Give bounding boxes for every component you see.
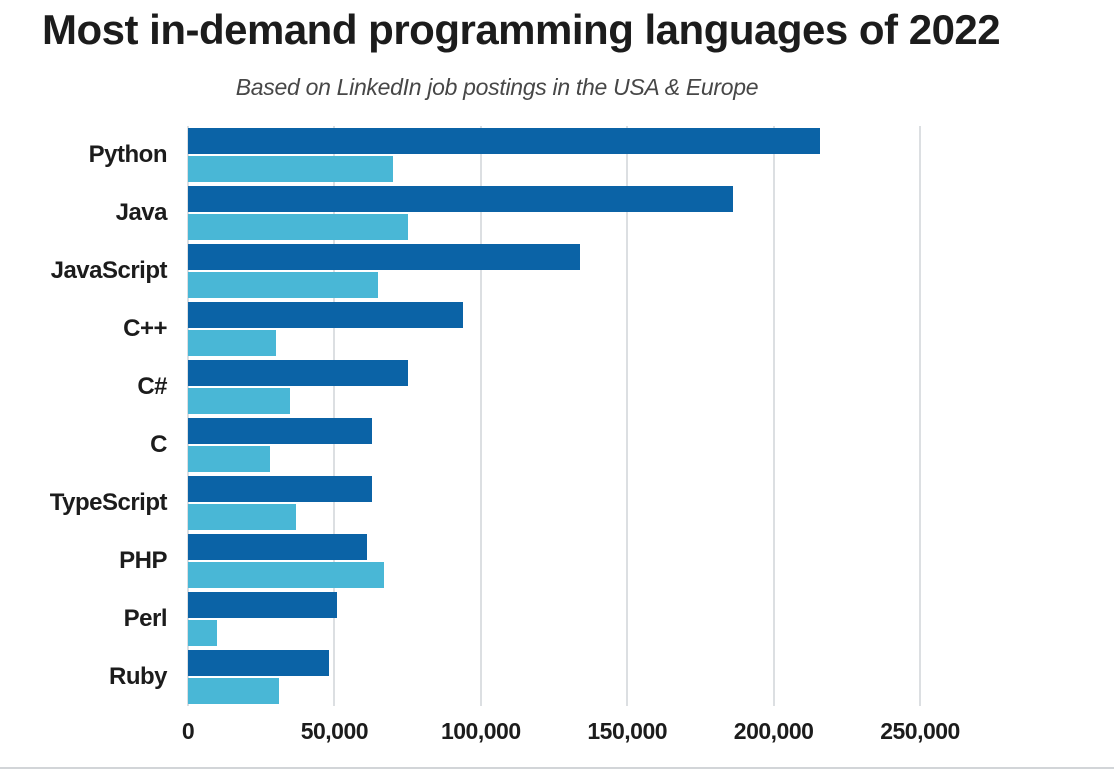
category-label-perl: Perl — [123, 605, 168, 632]
category-label-c: C# — [137, 373, 167, 400]
x-tick-label-200000: 200,000 — [733, 718, 814, 744]
bar-typescript-dark-blue — [188, 476, 373, 502]
bar-python-light-blue — [188, 156, 393, 182]
bar-ruby-light-blue — [188, 678, 279, 704]
gridline-200000 — [772, 126, 775, 706]
bar-group-typescript — [188, 474, 1114, 532]
bar-group-javascript — [188, 242, 1114, 300]
bar-java-dark-blue — [188, 186, 733, 212]
chart-title: Most in-demand programming languages of … — [42, 6, 1001, 53]
bar-c-dark-blue — [188, 360, 408, 386]
bar-group-php — [188, 532, 1114, 590]
category-label-java: Java — [115, 199, 168, 226]
bar-php-light-blue — [188, 562, 385, 588]
category-label-c: C — [150, 431, 167, 458]
x-tick-label-100000: 100,000 — [440, 718, 521, 744]
gridline-100000 — [479, 126, 482, 706]
bar-c-light-blue — [188, 330, 276, 356]
bar-group-perl — [188, 590, 1114, 648]
chart-subtitle: Based on LinkedIn job postings in the US… — [235, 74, 759, 100]
bar-javascript-dark-blue — [188, 244, 581, 270]
bottom-rule — [0, 767, 1114, 769]
bar-group-c — [188, 358, 1114, 416]
bar-java-light-blue — [188, 214, 408, 240]
category-label-javascript: JavaScript — [50, 257, 168, 284]
bar-perl-light-blue — [188, 620, 218, 646]
gridline-150000 — [626, 126, 629, 706]
bar-python-dark-blue — [188, 128, 821, 154]
category-label-typescript: TypeScript — [49, 489, 168, 516]
bar-group-ruby — [188, 648, 1114, 706]
category-label-c: C++ — [123, 315, 167, 342]
bar-group-python — [188, 126, 1114, 184]
x-tick-label-250000: 250,000 — [880, 718, 960, 744]
y-axis-category-labels: Python Java JavaScript C++ C# C TypeScript PHP P… — [0, 126, 178, 706]
bar-javascript-light-blue — [188, 272, 379, 298]
plot-area — [187, 126, 1114, 706]
category-label-php: PHP — [119, 547, 167, 574]
bar-ruby-dark-blue — [188, 650, 329, 676]
bar-group-java — [188, 184, 1114, 242]
bar-c-light-blue — [188, 388, 291, 414]
bar-php-dark-blue — [188, 534, 367, 560]
gridline-0 — [187, 126, 189, 706]
x-tick-label-150000: 150,000 — [587, 718, 668, 744]
bar-perl-dark-blue — [188, 592, 338, 618]
x-axis: 0 50,000 100,000 150,000 200,000 250,000 — [182, 718, 1114, 750]
bar-c-light-blue — [188, 446, 270, 472]
category-label-ruby: Ruby — [109, 663, 168, 690]
x-tick-label-50000: 50,000 — [300, 718, 369, 744]
gridline-50000 — [333, 126, 336, 706]
bar-group-c — [188, 416, 1114, 474]
gridline-250000 — [919, 126, 922, 706]
bar-c-dark-blue — [188, 302, 464, 328]
bar-group-c — [188, 300, 1114, 358]
x-tick-label-0: 0 — [181, 718, 195, 744]
bar-c-dark-blue — [188, 418, 373, 444]
bar-typescript-light-blue — [188, 504, 297, 530]
category-label-python: Python — [88, 141, 168, 168]
